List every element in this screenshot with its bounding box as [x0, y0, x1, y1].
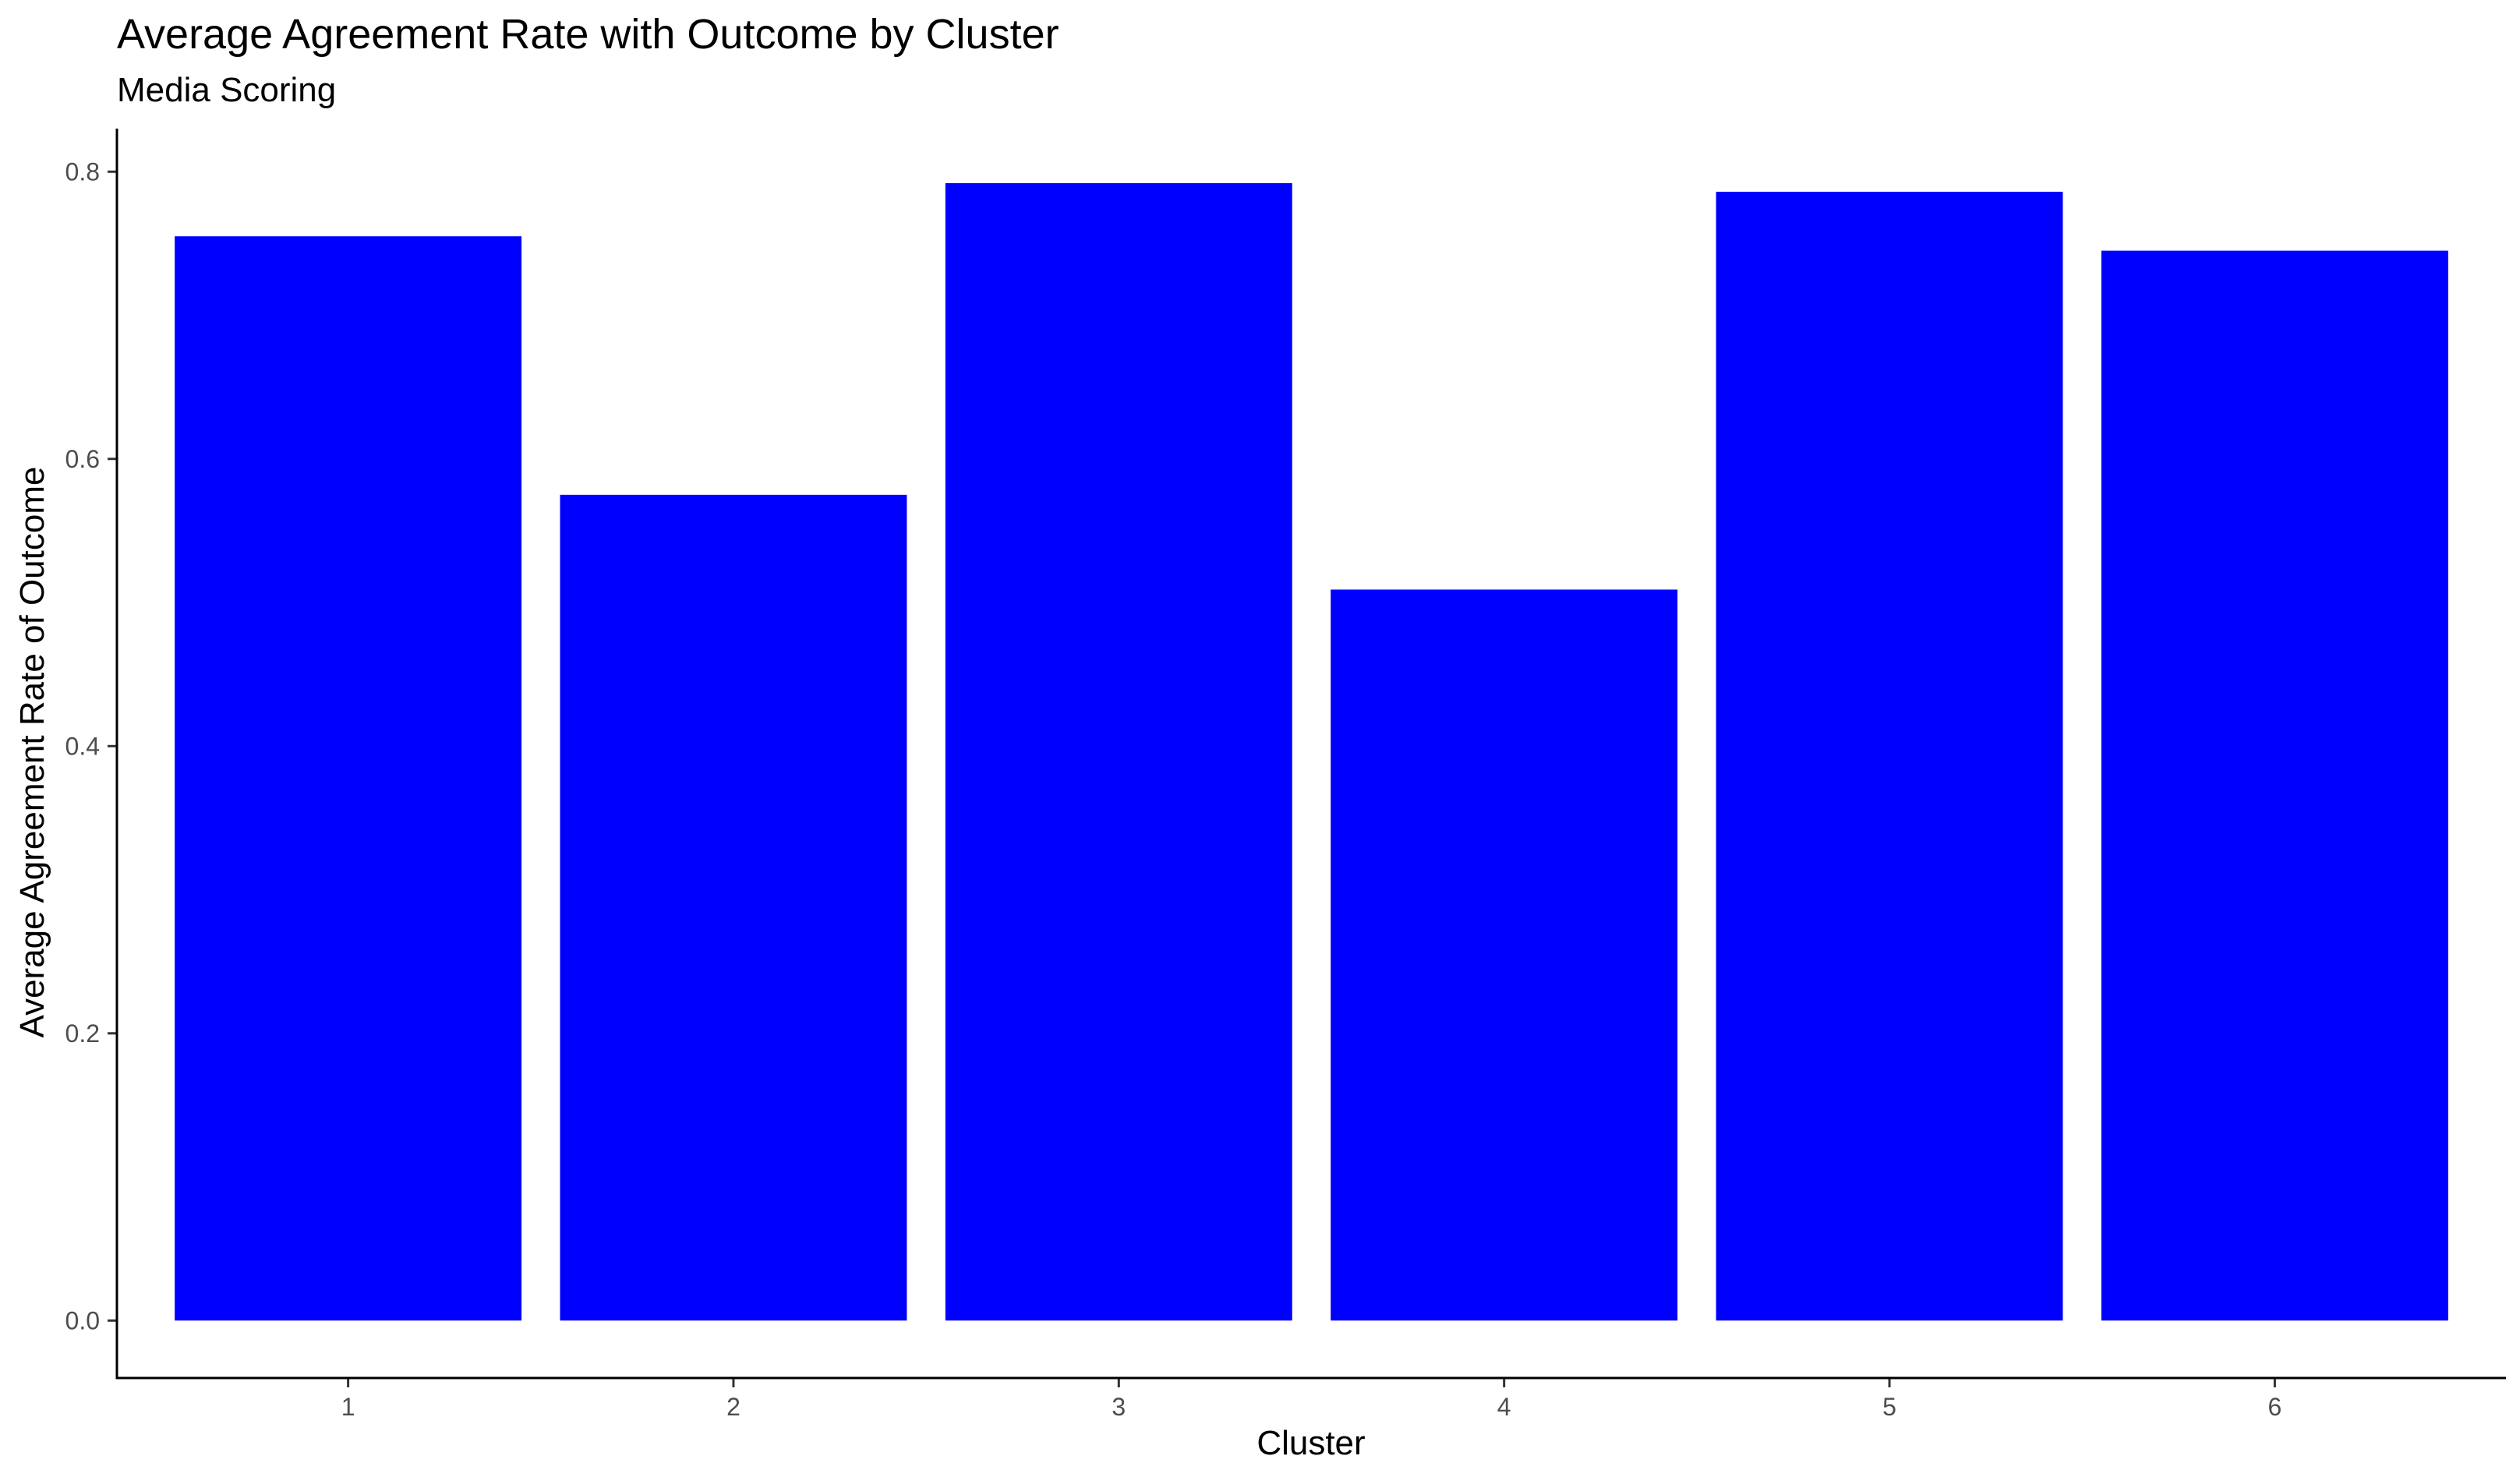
- x-tick-label: 2: [726, 1393, 740, 1421]
- x-tick-label: 4: [1497, 1393, 1511, 1421]
- y-tick-label: 0.6: [65, 445, 100, 473]
- bars: [175, 183, 2448, 1321]
- bar-cluster-5: [1716, 192, 2063, 1321]
- bar-cluster-6: [2101, 250, 2448, 1321]
- y-tick-label: 0.8: [65, 157, 100, 186]
- bar-cluster-4: [1331, 589, 1678, 1321]
- y-tick-label: 0.4: [65, 732, 100, 760]
- x-tick-label: 3: [1112, 1393, 1126, 1421]
- x-tick-label: 5: [1882, 1393, 1896, 1421]
- bar-cluster-3: [945, 183, 1292, 1321]
- y-axis-label: Average Agreement Rate of Outcome: [13, 467, 51, 1038]
- chart-title: Average Agreement Rate with Outcome by C…: [117, 11, 1059, 58]
- x-tick-label: 1: [341, 1393, 355, 1421]
- x-axis-label: Cluster: [1256, 1424, 1365, 1462]
- chart-subtitle: Media Scoring: [117, 71, 336, 109]
- y-tick-label: 0.2: [65, 1019, 100, 1048]
- x-tick-label: 6: [2267, 1393, 2281, 1421]
- y-tick-label: 0.0: [65, 1306, 100, 1334]
- bar-cluster-2: [560, 494, 907, 1321]
- bar-cluster-1: [175, 236, 522, 1321]
- x-axis-ticks: 1 2 3 4 5 6: [341, 1378, 2281, 1421]
- y-axis-ticks: 0.0 0.2 0.4 0.6 0.8: [65, 157, 117, 1334]
